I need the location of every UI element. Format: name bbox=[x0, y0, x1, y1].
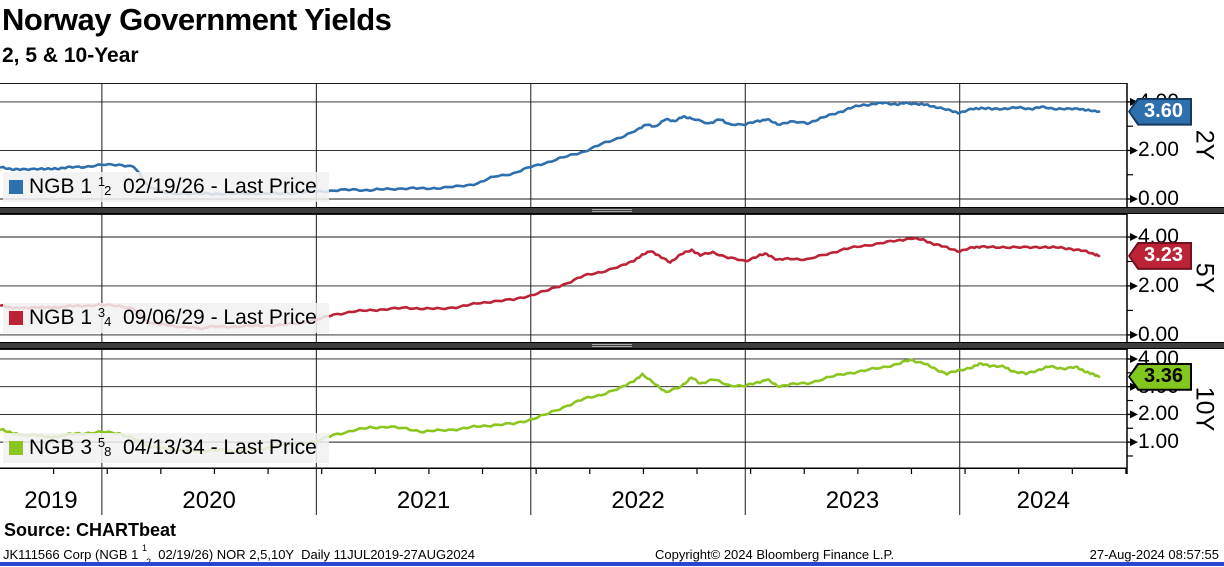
legend-swatch-2y bbox=[9, 180, 23, 194]
tick-arrow-icon bbox=[1130, 146, 1138, 155]
x-axis-ticks bbox=[53, 469, 1128, 515]
x-axis: 2019 2020 2021 2022 2023 2024 bbox=[0, 469, 1224, 519]
y-tick-label: 0.00 bbox=[1138, 322, 1179, 346]
last-price-value: 3.60 bbox=[1130, 99, 1190, 124]
last-price-badge-2y: 3.60 bbox=[1128, 97, 1192, 126]
legend-text: 02/19/26 - Last Price bbox=[111, 175, 317, 198]
source-label: Source: CHARTbeat bbox=[4, 520, 177, 540]
legend-text: NGB 1 bbox=[29, 306, 98, 329]
tick-arrow-icon bbox=[1130, 281, 1138, 290]
x-tick-label: 2020 bbox=[182, 487, 236, 514]
tick-arrow-icon bbox=[1130, 410, 1138, 419]
last-price-value: 3.23 bbox=[1130, 243, 1190, 268]
axis-title-5y: 5Y bbox=[1190, 262, 1219, 294]
x-tick-label: 2022 bbox=[611, 487, 665, 514]
drag-handle-icon[interactable] bbox=[592, 209, 632, 213]
y-tick-label: 2.00 bbox=[1138, 273, 1179, 297]
legend-swatch-5y bbox=[9, 311, 23, 325]
tick-arrow-icon bbox=[1130, 97, 1138, 106]
timestamp: 27-Aug-2024 08:57:55 bbox=[1089, 547, 1219, 562]
x-tick-label: 2024 bbox=[1016, 487, 1071, 514]
y-tick-label: 0.00 bbox=[1138, 186, 1179, 210]
tick-arrow-icon bbox=[1130, 354, 1138, 363]
tick-arrow-icon bbox=[1130, 382, 1138, 391]
legend-text: 04/13/34 - Last Price bbox=[111, 436, 317, 459]
legend-text: 09/06/29 - Last Price bbox=[111, 306, 317, 329]
bottom-accent-bar bbox=[0, 562, 1224, 566]
tick-arrow-icon bbox=[1130, 330, 1138, 339]
y-tick-label: 2.00 bbox=[1138, 402, 1179, 426]
legend-text: NGB 3 bbox=[29, 436, 98, 459]
info-bar: JK111566 Corp (NGB 1 12 02/19/26) NOR 2,… bbox=[0, 542, 1224, 566]
page-subtitle: 2, 5 & 10-Year bbox=[2, 44, 139, 67]
tick-arrow-icon bbox=[1130, 194, 1138, 203]
last-price-value: 3.36 bbox=[1130, 364, 1190, 389]
panel-separator[interactable] bbox=[0, 342, 1224, 349]
axis-title-2y: 2Y bbox=[1190, 129, 1219, 161]
drag-handle-icon[interactable] bbox=[592, 344, 632, 348]
tick-arrow-icon bbox=[1130, 233, 1138, 242]
copyright: Copyright© 2024 Bloomberg Finance L.P. bbox=[655, 547, 895, 562]
y-tick-label: 1.00 bbox=[1138, 430, 1179, 454]
y-tick-label: 2.00 bbox=[1138, 138, 1179, 162]
legend-text: NGB 1 bbox=[29, 175, 98, 198]
tick-arrow-icon bbox=[1130, 438, 1138, 447]
last-price-badge-5y: 3.23 bbox=[1128, 241, 1192, 270]
ticker-info: JK111566 Corp (NGB 1 12 02/19/26) NOR 2,… bbox=[3, 542, 476, 566]
legend-swatch-10y bbox=[9, 441, 23, 455]
axis-title-10y: 10Y bbox=[1190, 386, 1219, 432]
panel-separator[interactable] bbox=[0, 207, 1224, 214]
y-tick-label: 4.00 bbox=[1138, 225, 1179, 248]
chart-area: 4.00 2.00 0.00 2Y NGB 1 12 02/19/26 - Last P… bbox=[0, 83, 1224, 519]
x-tick-label: 2023 bbox=[825, 487, 880, 514]
page-title: Norway Government Yields bbox=[2, 2, 392, 37]
x-tick-label: 2021 bbox=[396, 487, 451, 514]
last-price-badge-10y: 3.36 bbox=[1128, 362, 1192, 391]
x-tick-label: 2019 bbox=[24, 487, 78, 514]
